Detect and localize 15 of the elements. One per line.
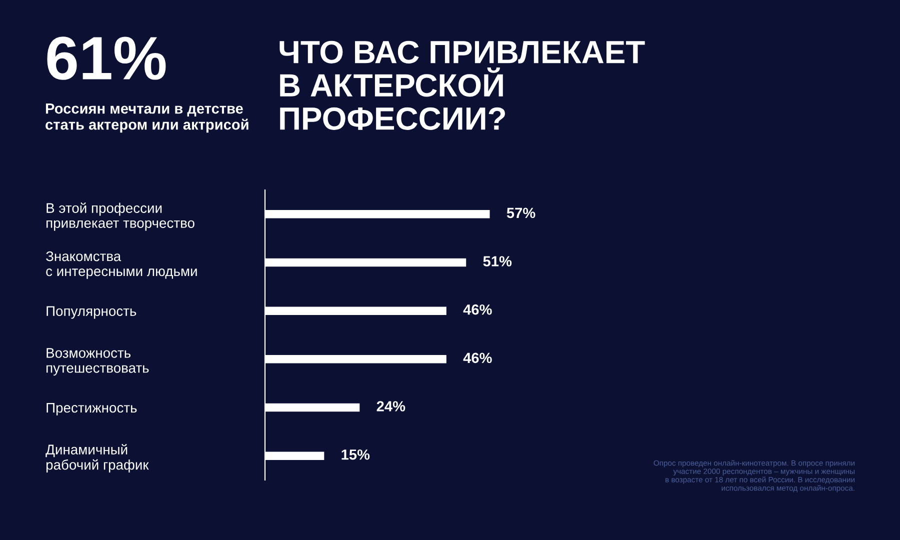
data-label: 46% bbox=[463, 304, 492, 315]
text: 61% bbox=[47, 36, 166, 80]
y-tick-label: Динамичный рабочий график bbox=[46, 444, 149, 472]
y-tick-label: Возможность путешествовать bbox=[46, 348, 149, 376]
text: Россиян мечтали в детстве стать актером или актрисой bbox=[46, 104, 248, 133]
y-tick-label: Престижность bbox=[46, 402, 137, 416]
data-label: 57% bbox=[506, 208, 536, 218]
data-label: 24% bbox=[376, 401, 406, 412]
y-tick-label: Популярность bbox=[46, 306, 136, 319]
data-label: 51% bbox=[483, 256, 512, 266]
y-tick-label: В этой профессии привлекает творчество bbox=[46, 202, 194, 231]
data-label: 15% bbox=[342, 449, 370, 460]
chart-title: ЧТО ВАС ПРИВЛЕКАЕТ В АКТЕРСКОЙ ПРОФЕССИИ? bbox=[280, 40, 645, 130]
y-tick-label: Знакомства с интересными людьми bbox=[46, 251, 197, 279]
data-label: 46% bbox=[463, 352, 492, 364]
